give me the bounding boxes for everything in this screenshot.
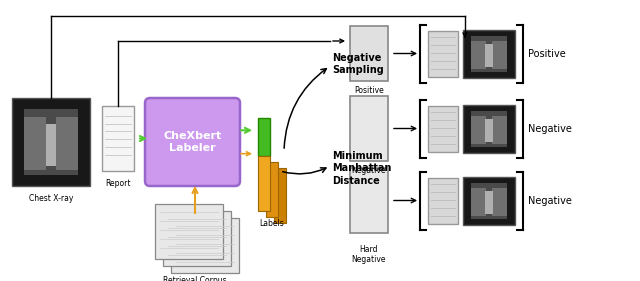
Bar: [171, 218, 239, 273]
Text: CheXbert
Labeler: CheXbert Labeler: [163, 131, 221, 153]
FancyBboxPatch shape: [145, 98, 240, 186]
Text: Negative: Negative: [528, 196, 572, 206]
Text: Negative: Negative: [352, 166, 387, 175]
Bar: [485, 44, 493, 67]
Bar: [492, 41, 507, 69]
Bar: [56, 117, 77, 170]
Bar: [471, 41, 486, 69]
Bar: [24, 117, 46, 170]
Bar: [428, 31, 458, 77]
Bar: [471, 116, 486, 144]
Bar: [350, 26, 388, 81]
Bar: [350, 168, 388, 233]
Text: Retrieval Corpus: Retrieval Corpus: [163, 276, 227, 281]
Bar: [463, 105, 515, 153]
Bar: [485, 191, 493, 214]
Bar: [258, 118, 270, 156]
Bar: [102, 106, 134, 171]
Bar: [350, 96, 388, 161]
Text: Report: Report: [105, 179, 131, 188]
Bar: [471, 36, 507, 72]
Bar: [428, 106, 458, 152]
Text: Hard
Negative: Hard Negative: [352, 245, 387, 264]
Text: Chest X-ray: Chest X-ray: [29, 194, 73, 203]
Bar: [471, 188, 486, 216]
Bar: [274, 168, 286, 223]
Bar: [471, 111, 507, 147]
Bar: [492, 188, 507, 216]
Bar: [155, 204, 223, 259]
Bar: [24, 108, 78, 175]
Text: Negative
Sampling: Negative Sampling: [332, 53, 384, 75]
Bar: [45, 124, 56, 166]
Bar: [492, 116, 507, 144]
Bar: [163, 211, 231, 266]
Text: Negative: Negative: [528, 124, 572, 134]
Text: Positive: Positive: [528, 49, 566, 59]
Bar: [428, 178, 458, 224]
Bar: [471, 183, 507, 219]
Text: Positive: Positive: [354, 86, 384, 95]
Bar: [266, 162, 278, 217]
Bar: [12, 98, 90, 186]
Bar: [463, 30, 515, 78]
Bar: [485, 119, 493, 142]
Text: Labels: Labels: [260, 219, 284, 228]
Bar: [258, 156, 270, 211]
Text: Minimum
Manhattan
Distance: Minimum Manhattan Distance: [332, 151, 392, 186]
Bar: [463, 177, 515, 225]
